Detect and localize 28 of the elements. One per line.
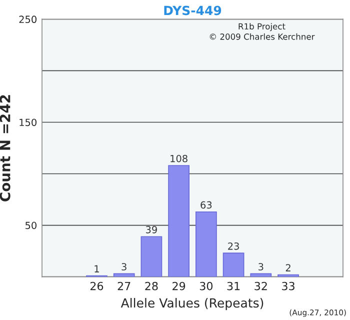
annotation: R1b Project [238,23,286,32]
x-tick-label: 28 [145,282,158,290]
data-label: 3 [122,263,126,270]
bar [168,165,190,277]
x-tick-label: 26 [90,282,104,290]
x-axis-title: Allele Values (Repeats) [120,298,264,310]
y-tick-label: 250 [19,16,36,24]
x-tick-label: 32 [254,282,267,290]
x-tick-label: 30 [200,282,213,290]
data-label: 3 [258,263,264,270]
data-label: 39 [146,226,157,234]
y-tick-label: 150 [20,118,36,126]
data-label: 23 [228,242,239,250]
x-tick-label: 29 [172,282,186,290]
data-label: 108 [170,154,188,162]
x-tick-label: 27 [118,282,130,290]
bar [140,236,162,277]
bar [222,252,244,277]
data-label: 1 [94,265,99,272]
bar [196,211,217,277]
data-label: 2 [286,264,290,272]
data-label: 63 [200,201,212,209]
chart-title: DYS-449 [164,6,222,16]
annotation: © 2009 Charles Kerchner [210,33,315,40]
y-tick-label: 50 [26,222,36,230]
x-tick-label: 33 [282,282,294,290]
y-axis-title: Count N =242 [0,95,10,202]
x-tick-label: 31 [227,282,240,290]
